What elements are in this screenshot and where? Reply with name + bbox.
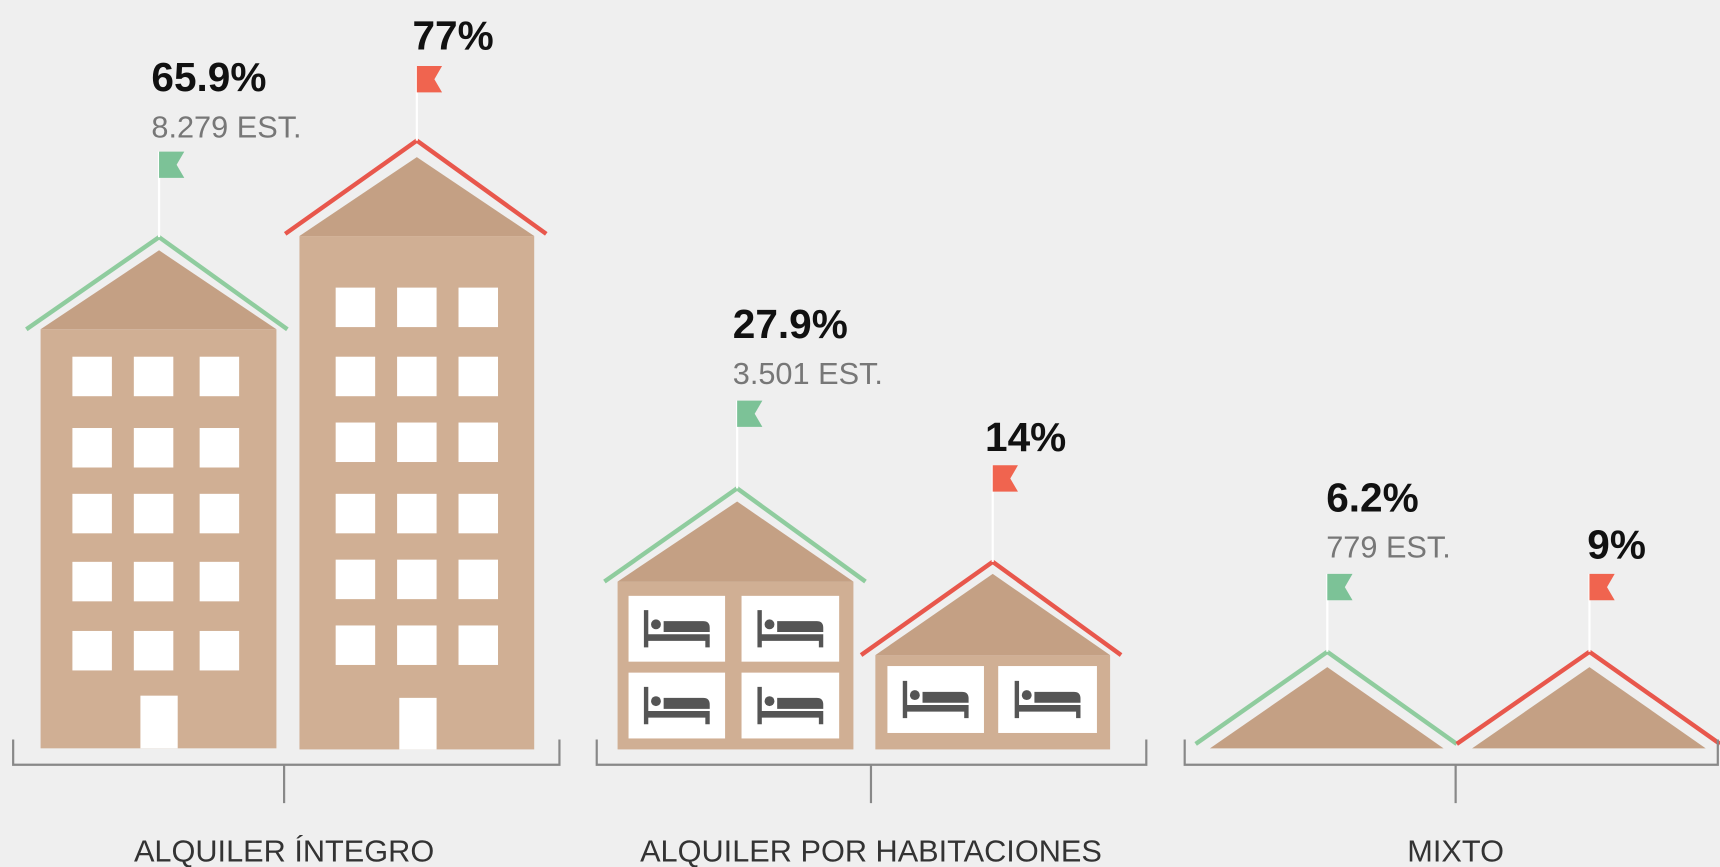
window: [335, 287, 376, 328]
window: [133, 428, 174, 468]
window: [335, 422, 376, 463]
window: [458, 422, 499, 463]
roof: [875, 573, 1111, 656]
bed-icon: [643, 610, 710, 648]
percent-label: 77%: [412, 13, 493, 59]
flag: [1327, 573, 1353, 601]
count-label: 8.279 EST.: [151, 109, 301, 144]
window: [72, 428, 112, 468]
window: [335, 559, 376, 600]
window: [72, 630, 112, 671]
window: [199, 356, 240, 397]
window: [199, 428, 240, 468]
window: [133, 630, 174, 671]
roof: [40, 250, 277, 330]
count-label: 3.501 EST.: [733, 356, 883, 391]
window: [397, 559, 437, 600]
bed-head: [651, 696, 661, 707]
window: [133, 493, 174, 534]
bed-shape: [643, 686, 710, 725]
bed-icon: [1014, 680, 1081, 719]
flag: [1589, 573, 1615, 601]
window: [458, 625, 499, 665]
bracket: [595, 739, 1148, 804]
window: [199, 630, 240, 671]
bed-shape: [902, 680, 969, 719]
category-label: ALQUILER ÍNTEGRO: [134, 833, 434, 867]
window: [458, 287, 499, 328]
window: [335, 356, 376, 397]
flag: [737, 400, 763, 427]
window: [72, 356, 112, 397]
bracket: [12, 739, 561, 804]
window: [72, 561, 112, 602]
window: [133, 561, 174, 602]
bed-shape: [643, 610, 710, 648]
window: [458, 493, 499, 534]
bed-icon: [643, 686, 710, 725]
window: [72, 493, 112, 534]
percent-label: 14%: [985, 414, 1066, 460]
bed-head: [764, 696, 775, 707]
count-label: 779 EST.: [1326, 529, 1451, 564]
bed-shape: [757, 610, 824, 648]
window: [397, 422, 437, 463]
window: [397, 287, 437, 328]
window: [397, 625, 437, 665]
door: [399, 697, 437, 750]
window: [335, 493, 376, 534]
percent-label: 6.2%: [1326, 474, 1419, 520]
bracket: [1183, 739, 1719, 804]
window: [458, 356, 499, 397]
building-body: [40, 329, 277, 749]
window: [397, 493, 437, 534]
percent-label: 27.9%: [733, 301, 848, 347]
category-label: ALQUILER POR HABITACIONES: [640, 833, 1102, 867]
bed-head: [1021, 690, 1032, 701]
roof: [1209, 667, 1444, 749]
window: [199, 493, 240, 534]
bed-shape: [1014, 680, 1081, 719]
category-label: MIXTO: [1407, 833, 1504, 867]
roof: [299, 157, 535, 237]
flag: [992, 465, 1018, 492]
bed-icon: [757, 686, 824, 725]
flag: [159, 151, 185, 178]
bed-shape: [757, 686, 824, 725]
window: [133, 356, 174, 397]
roof: [1472, 667, 1706, 749]
window: [397, 356, 437, 397]
bed-head: [764, 619, 775, 630]
window: [458, 559, 499, 600]
door: [140, 695, 178, 749]
flag: [416, 66, 443, 93]
window: [335, 625, 376, 665]
window: [199, 561, 240, 602]
bed-head: [909, 690, 920, 701]
bed-head: [651, 619, 661, 630]
bed-icon: [757, 610, 824, 648]
percent-label: 9%: [1587, 522, 1646, 568]
percent-label: 65.9%: [151, 54, 266, 100]
bed-icon: [902, 680, 969, 719]
roof: [617, 501, 854, 582]
